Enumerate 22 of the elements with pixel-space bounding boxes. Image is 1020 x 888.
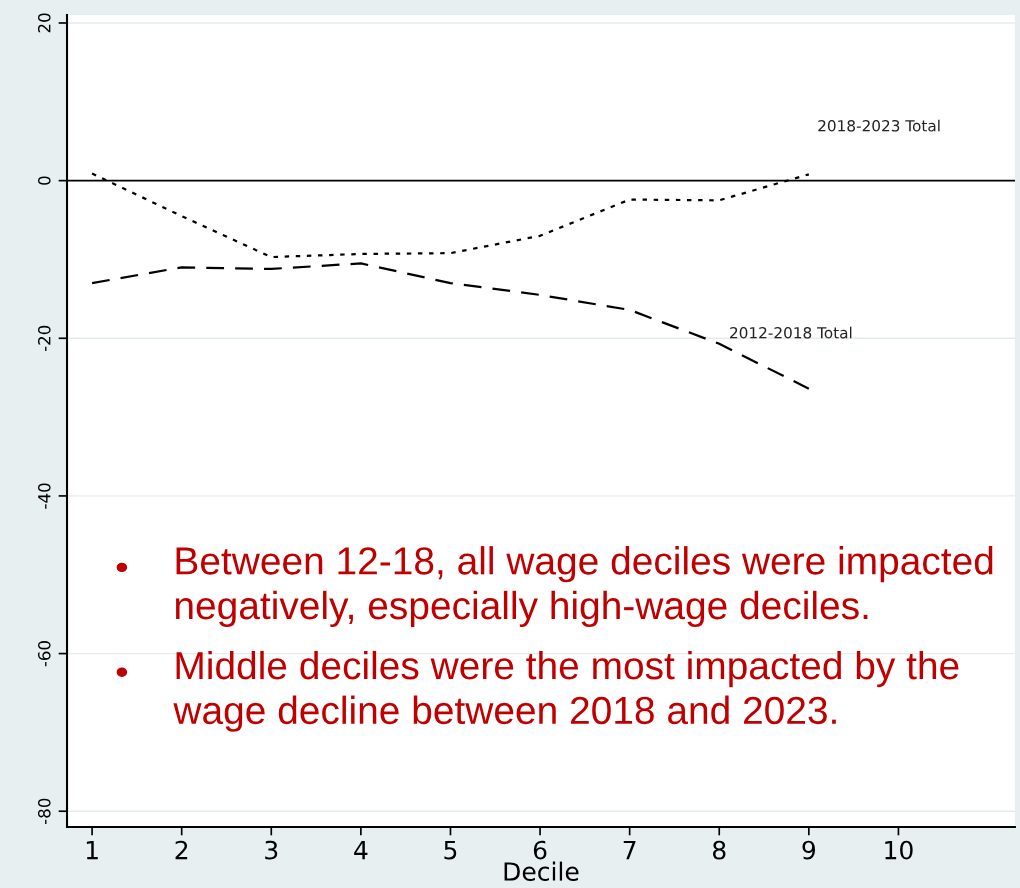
x-tick-label: 9	[802, 840, 816, 860]
annotation: Between 12-18, all wage deciles were impacted negatively, especially high-wage deciles.	[175, 546, 993, 628]
annotation: Middle deciles were the most impacted by the wage decline between 2018 and 2023.	[173, 650, 959, 732]
x-tick-label: 4	[354, 840, 368, 860]
y-tick-label: -60	[37, 641, 51, 667]
x-tick-label: 1	[86, 840, 98, 860]
x-tick-label: 6	[533, 840, 547, 860]
line-series	[90, 262, 810, 390]
y-tick-label: -80	[37, 798, 51, 825]
y-tick-label: 20	[37, 13, 51, 33]
y-tick-label: -20	[37, 325, 51, 352]
x-tick-label: 3	[265, 840, 278, 860]
y-tick-label: -40	[37, 483, 51, 509]
text: 2018-2023 Total	[818, 119, 940, 132]
x-axis-title: Decile	[504, 861, 579, 881]
x-tick-label: 8	[712, 840, 726, 860]
y-tick-label: 0	[37, 176, 51, 185]
x-tick-label: 2	[175, 840, 188, 860]
x-tick-label: 5	[444, 840, 457, 860]
x-tick-label: 7	[623, 840, 636, 860]
x-tick-label: 10	[885, 840, 913, 860]
series-label: 2012-2018 Total	[730, 326, 852, 339]
